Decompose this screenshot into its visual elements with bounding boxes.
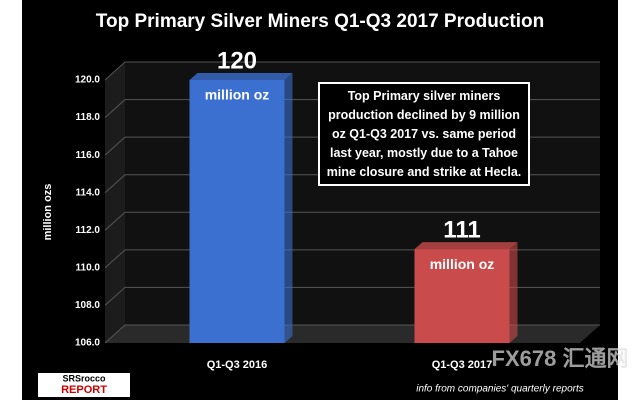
y-tick-label: 120.0 <box>75 75 100 86</box>
y-axis-label: million ozs <box>42 184 54 241</box>
value-label: 111 <box>443 216 480 243</box>
logo-box <box>38 373 130 397</box>
y-tick-label: 118.0 <box>76 112 101 123</box>
y-tick-label: 112.0 <box>76 225 101 236</box>
y-tick-label: 108.0 <box>75 300 100 311</box>
y-tick-label: 110.0 <box>76 262 101 273</box>
bar <box>189 80 285 343</box>
value-label: 120 <box>217 47 257 74</box>
bar-top <box>189 73 293 80</box>
bar-side <box>284 73 293 343</box>
chart-title: Top Primary Silver Miners Q1-Q3 2017 Pro… <box>96 11 544 32</box>
logo-line: SRSrocco <box>62 373 106 383</box>
y-tick-label: 114.0 <box>76 187 101 198</box>
watermark: FX678 汇通网 <box>492 346 629 371</box>
y-tick-label: 116.0 <box>76 150 101 161</box>
bar <box>414 249 510 343</box>
side-wall <box>105 62 125 343</box>
source: info from companies' quarterly reports <box>416 384 584 395</box>
x-tick-label: Q1-Q3 2017 <box>432 359 493 371</box>
y-tick-label: 106.0 <box>75 338 100 349</box>
value-unit: million oz <box>430 256 495 272</box>
grid-line <box>104 211 600 231</box>
bar-top <box>414 242 518 250</box>
value-unit: million oz <box>205 87 270 103</box>
x-tick-label: Q1-Q3 2016 <box>207 359 268 371</box>
annotation: Top Primary silver miners production dec… <box>318 82 530 186</box>
grid-line <box>104 61 600 81</box>
floor <box>105 325 600 343</box>
bar-side <box>509 242 518 343</box>
logo-line: REPORT <box>61 384 107 396</box>
